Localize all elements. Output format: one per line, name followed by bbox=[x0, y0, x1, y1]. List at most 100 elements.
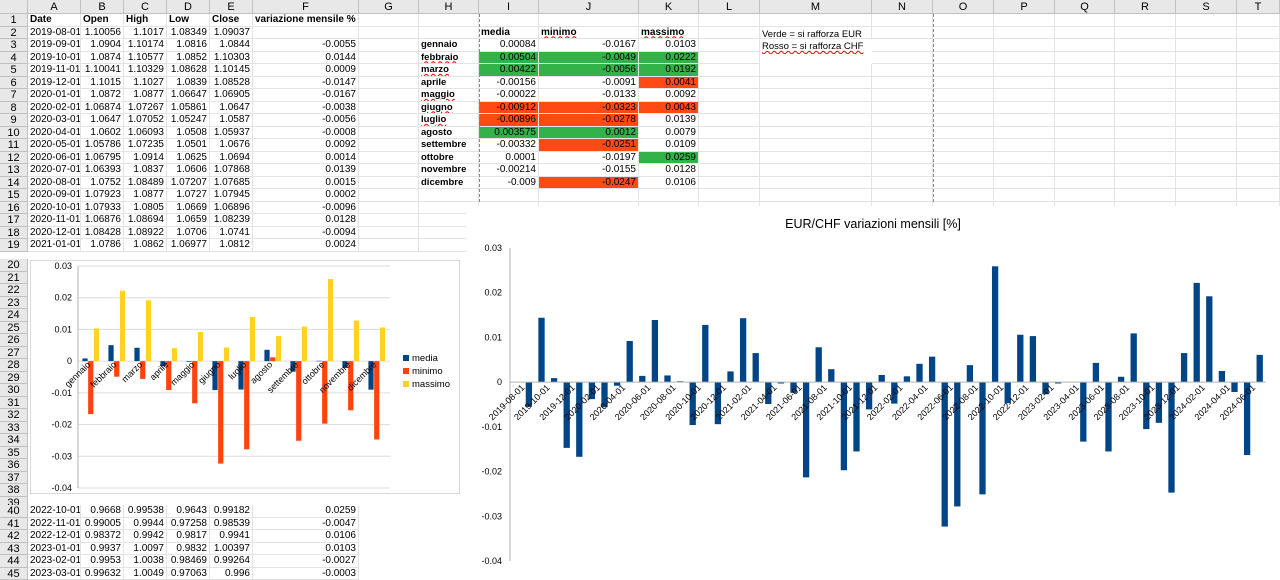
grid-cell[interactable] bbox=[1115, 89, 1176, 102]
grid-cell[interactable] bbox=[1176, 189, 1237, 202]
grid-cell[interactable] bbox=[994, 102, 1055, 115]
grid-cell[interactable] bbox=[994, 14, 1055, 27]
grid-cell[interactable] bbox=[1176, 52, 1237, 65]
grid-cell[interactable] bbox=[1055, 64, 1115, 77]
data-cell[interactable]: 1.0805 bbox=[124, 202, 167, 215]
grid-cell[interactable] bbox=[1176, 64, 1237, 77]
grid-cell[interactable] bbox=[933, 114, 994, 127]
grid-cell[interactable] bbox=[1115, 177, 1176, 190]
grid-cell[interactable] bbox=[359, 239, 419, 252]
data-cell[interactable]: -0.0008 bbox=[253, 127, 359, 140]
summary-minimo-cell[interactable]: -0.0251 bbox=[539, 139, 639, 152]
row-header-34[interactable]: 34 bbox=[0, 434, 28, 447]
grid-cell[interactable] bbox=[1055, 39, 1115, 52]
summary-minimo-cell[interactable]: -0.0278 bbox=[539, 114, 639, 127]
grid-cell[interactable] bbox=[1055, 27, 1115, 40]
data-cell[interactable]: 1.00397 bbox=[210, 543, 253, 556]
row-header-45[interactable]: 45 bbox=[0, 568, 28, 580]
data-cell[interactable]: 1.0587 bbox=[210, 114, 253, 127]
data-cell[interactable]: 1.05247 bbox=[167, 114, 210, 127]
grid-cell[interactable] bbox=[1237, 152, 1280, 165]
data-cell[interactable]: 2022-12-01 bbox=[28, 530, 81, 543]
grid-cell[interactable] bbox=[872, 177, 933, 190]
data-cell[interactable]: 1.0706 bbox=[167, 227, 210, 240]
data-cell[interactable]: 2020-01-01 bbox=[28, 89, 81, 102]
grid-cell[interactable] bbox=[359, 52, 419, 65]
data-cell[interactable]: 1.0501 bbox=[167, 139, 210, 152]
monthly-variation-chart[interactable]: EUR/CHF variazioni mensili [%]0.030.020.… bbox=[466, 206, 1280, 575]
data-cell[interactable]: 2019-11-01 bbox=[28, 64, 81, 77]
grid-cell[interactable] bbox=[933, 27, 994, 40]
data-cell[interactable]: 1.0602 bbox=[81, 127, 124, 140]
summary-minimo-cell[interactable]: 0.0012 bbox=[539, 127, 639, 140]
row-header-18[interactable]: 18 bbox=[0, 227, 28, 240]
grid-cell[interactable] bbox=[359, 114, 419, 127]
grid-cell[interactable] bbox=[1115, 114, 1176, 127]
grid-cell[interactable] bbox=[994, 127, 1055, 140]
data-cell[interactable]: 1.0694 bbox=[210, 152, 253, 165]
data-cell[interactable]: 1.07923 bbox=[81, 189, 124, 202]
grid-cell[interactable] bbox=[994, 152, 1055, 165]
grid-cell[interactable] bbox=[933, 139, 994, 152]
data-cell[interactable]: 2019-10-01 bbox=[28, 52, 81, 65]
grid-cell[interactable] bbox=[1055, 77, 1115, 90]
grid-cell[interactable] bbox=[359, 89, 419, 102]
grid-cell[interactable] bbox=[699, 102, 760, 115]
summary-minimo-cell[interactable]: -0.0056 bbox=[539, 64, 639, 77]
data-cell[interactable]: 1.0914 bbox=[124, 152, 167, 165]
data-cell[interactable]: 1.06874 bbox=[81, 102, 124, 115]
grid-cell[interactable] bbox=[994, 139, 1055, 152]
grid-cell[interactable] bbox=[359, 139, 419, 152]
grid-cell[interactable] bbox=[1237, 189, 1280, 202]
data-cell[interactable]: 0.9941 bbox=[210, 530, 253, 543]
data-cell[interactable]: 1.1017 bbox=[124, 27, 167, 40]
row-header-32[interactable]: 32 bbox=[0, 409, 28, 422]
summary-minimo-cell[interactable]: -0.0167 bbox=[539, 39, 639, 52]
header-close[interactable]: Close bbox=[210, 14, 253, 27]
row-header-31[interactable]: 31 bbox=[0, 397, 28, 410]
grid-cell[interactable] bbox=[359, 64, 419, 77]
row-header-3[interactable]: 3 bbox=[0, 39, 28, 52]
summary-minimo-cell[interactable]: -0.0323 bbox=[539, 102, 639, 115]
data-cell[interactable]: 0.98469 bbox=[167, 555, 210, 568]
data-cell[interactable]: 1.0872 bbox=[81, 89, 124, 102]
grid-cell[interactable] bbox=[872, 164, 933, 177]
data-cell[interactable]: 1.08922 bbox=[124, 227, 167, 240]
data-cell[interactable]: 2020-06-01 bbox=[28, 152, 81, 165]
row-header-26[interactable]: 26 bbox=[0, 334, 28, 347]
row-header-21[interactable]: 21 bbox=[0, 272, 28, 285]
data-cell[interactable]: 1.08239 bbox=[210, 214, 253, 227]
summary-month-gennaio[interactable]: gennaio bbox=[419, 39, 479, 52]
grid-cell[interactable] bbox=[760, 189, 872, 202]
grid-cell[interactable] bbox=[699, 77, 760, 90]
summary-massimo-cell[interactable]: 0.0043 bbox=[639, 102, 699, 115]
data-cell[interactable]: 1.0049 bbox=[124, 568, 167, 580]
grid-cell[interactable] bbox=[1176, 177, 1237, 190]
data-cell[interactable]: 1.07933 bbox=[81, 202, 124, 215]
data-cell[interactable]: 1.0839 bbox=[167, 77, 210, 90]
row-header-37[interactable]: 37 bbox=[0, 472, 28, 485]
data-cell[interactable]: 2020-10-01 bbox=[28, 202, 81, 215]
grid-cell[interactable] bbox=[933, 152, 994, 165]
row-header-10[interactable]: 10 bbox=[0, 127, 28, 140]
grid-cell[interactable] bbox=[1176, 127, 1237, 140]
column-header-O[interactable]: O bbox=[933, 0, 994, 14]
row-header-2[interactable]: 2 bbox=[0, 27, 28, 40]
summary-massimo-cell[interactable]: 0.0079 bbox=[639, 127, 699, 140]
grid-cell[interactable] bbox=[760, 114, 872, 127]
summary-massimo-cell[interactable]: 0.0041 bbox=[639, 77, 699, 90]
grid-cell[interactable] bbox=[699, 89, 760, 102]
data-cell[interactable]: 1.0676 bbox=[210, 139, 253, 152]
summary-minimo-cell[interactable]: -0.0049 bbox=[539, 52, 639, 65]
summary-minimo-cell[interactable]: -0.0247 bbox=[539, 177, 639, 190]
grid-cell[interactable] bbox=[1176, 102, 1237, 115]
grid-cell[interactable] bbox=[359, 214, 419, 227]
data-cell[interactable]: 0.9942 bbox=[124, 530, 167, 543]
grid-cell[interactable] bbox=[1055, 139, 1115, 152]
grid-cell[interactable] bbox=[872, 64, 933, 77]
data-cell[interactable]: 1.0877 bbox=[124, 89, 167, 102]
data-cell[interactable]: 1.0647 bbox=[210, 102, 253, 115]
summary-month-marzo[interactable]: marzo bbox=[419, 64, 479, 77]
grid-cell[interactable] bbox=[760, 64, 872, 77]
data-cell[interactable]: 1.08428 bbox=[81, 227, 124, 240]
